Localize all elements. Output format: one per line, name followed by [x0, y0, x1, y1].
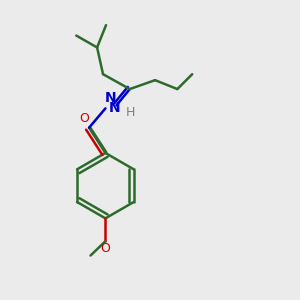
Text: O: O: [80, 112, 89, 125]
Text: O: O: [100, 242, 110, 255]
Text: N: N: [105, 91, 116, 105]
Text: N: N: [109, 101, 121, 116]
Text: H: H: [126, 106, 136, 119]
